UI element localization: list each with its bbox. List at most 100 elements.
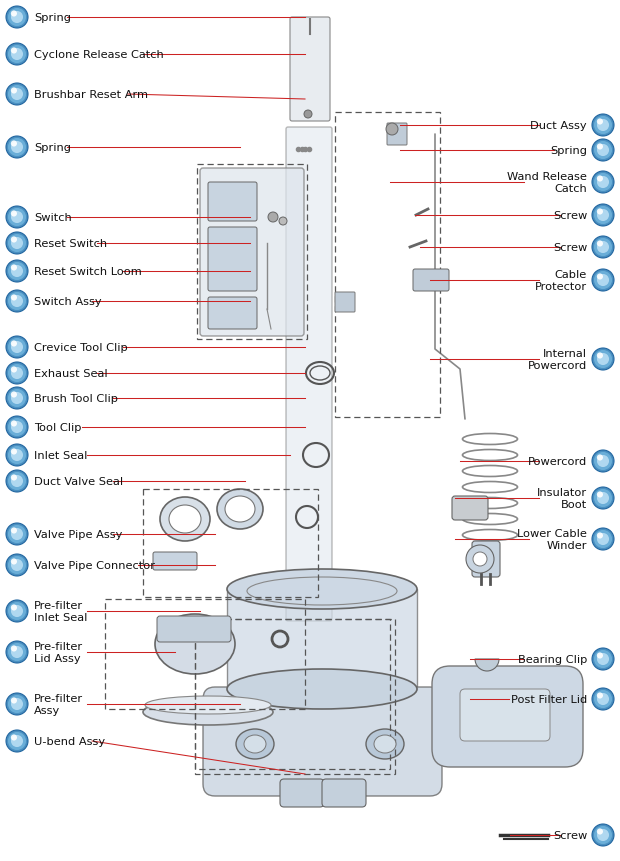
Circle shape (597, 177, 609, 189)
FancyBboxPatch shape (290, 18, 330, 122)
Circle shape (594, 174, 612, 192)
Text: Crevice Tool Clip: Crevice Tool Clip (34, 343, 128, 353)
Circle shape (11, 604, 17, 610)
Circle shape (597, 533, 603, 539)
Circle shape (11, 529, 23, 541)
Circle shape (597, 455, 609, 468)
Text: Valve Pipe Connector: Valve Pipe Connector (34, 561, 155, 570)
Text: Screw: Screw (553, 243, 587, 253)
Circle shape (11, 422, 23, 434)
Text: Lower Cable
Winder: Lower Cable Winder (517, 528, 587, 550)
Text: Reset Switch: Reset Switch (34, 238, 107, 249)
Circle shape (594, 142, 612, 160)
Text: Duct Valve Seal: Duct Valve Seal (34, 476, 123, 486)
Circle shape (8, 46, 26, 64)
Circle shape (8, 418, 26, 437)
Circle shape (11, 141, 17, 147)
Circle shape (8, 525, 26, 543)
Text: Spring: Spring (34, 13, 71, 23)
Text: Screw: Screw (553, 211, 587, 220)
Circle shape (11, 266, 23, 278)
Circle shape (6, 387, 28, 410)
Circle shape (6, 137, 28, 158)
Ellipse shape (143, 699, 273, 725)
Circle shape (11, 142, 23, 154)
Circle shape (597, 209, 603, 215)
Circle shape (597, 693, 609, 705)
Text: Reset Switch Loom: Reset Switch Loom (34, 267, 142, 276)
Circle shape (11, 12, 23, 24)
Circle shape (11, 237, 17, 244)
FancyBboxPatch shape (208, 298, 257, 330)
Circle shape (8, 86, 26, 104)
Circle shape (6, 417, 28, 438)
Text: Powercord: Powercord (528, 456, 587, 467)
Circle shape (11, 11, 17, 17)
Circle shape (592, 450, 614, 473)
Text: Brushbar Reset Arm: Brushbar Reset Arm (34, 90, 148, 100)
Circle shape (8, 364, 26, 382)
Text: Switch: Switch (34, 213, 72, 223)
Text: Pre-filter
Inlet Seal: Pre-filter Inlet Seal (34, 600, 87, 623)
FancyBboxPatch shape (413, 269, 449, 292)
Circle shape (11, 393, 23, 405)
FancyBboxPatch shape (432, 666, 583, 767)
Circle shape (597, 354, 609, 366)
Circle shape (594, 530, 612, 548)
Ellipse shape (374, 735, 396, 753)
Text: Valve Pipe Assy: Valve Pipe Assy (34, 530, 122, 539)
Circle shape (8, 139, 26, 157)
Ellipse shape (145, 697, 271, 714)
Circle shape (597, 353, 603, 359)
Circle shape (11, 605, 23, 617)
Ellipse shape (225, 497, 255, 523)
Circle shape (6, 362, 28, 385)
Circle shape (594, 238, 612, 257)
Ellipse shape (155, 614, 235, 674)
Circle shape (597, 533, 609, 545)
Circle shape (8, 556, 26, 574)
Circle shape (11, 421, 17, 427)
Circle shape (597, 120, 603, 126)
Circle shape (594, 691, 612, 709)
Text: Wand Release
Catch: Wand Release Catch (507, 171, 587, 194)
Circle shape (594, 650, 612, 668)
Circle shape (597, 653, 609, 666)
Ellipse shape (217, 489, 263, 530)
Circle shape (597, 241, 603, 247)
Text: Spring: Spring (34, 143, 71, 152)
Circle shape (8, 338, 26, 356)
Circle shape (473, 553, 487, 567)
FancyBboxPatch shape (452, 497, 488, 520)
Circle shape (6, 232, 28, 255)
Text: Brush Tool Clip: Brush Tool Clip (34, 393, 118, 404)
Circle shape (592, 349, 614, 370)
Circle shape (6, 44, 28, 66)
FancyBboxPatch shape (322, 779, 366, 807)
Circle shape (597, 145, 603, 151)
Circle shape (6, 523, 28, 545)
Circle shape (6, 291, 28, 313)
Circle shape (11, 89, 17, 95)
Ellipse shape (227, 669, 417, 709)
Circle shape (11, 449, 17, 455)
Circle shape (592, 139, 614, 162)
Circle shape (11, 698, 23, 710)
Circle shape (6, 7, 28, 29)
Circle shape (8, 263, 26, 281)
Circle shape (592, 648, 614, 670)
Circle shape (592, 172, 614, 194)
Circle shape (466, 545, 494, 573)
Circle shape (11, 211, 17, 217)
Text: Cable
Protector: Cable Protector (535, 269, 587, 292)
FancyBboxPatch shape (460, 689, 550, 741)
Circle shape (597, 242, 609, 254)
Circle shape (597, 274, 603, 280)
Circle shape (11, 734, 17, 740)
Circle shape (594, 350, 612, 369)
Text: Internal
Powercord: Internal Powercord (528, 349, 587, 371)
Circle shape (6, 641, 28, 663)
Text: Bearing Clip: Bearing Clip (518, 654, 587, 664)
Circle shape (11, 295, 23, 307)
Circle shape (594, 452, 612, 470)
